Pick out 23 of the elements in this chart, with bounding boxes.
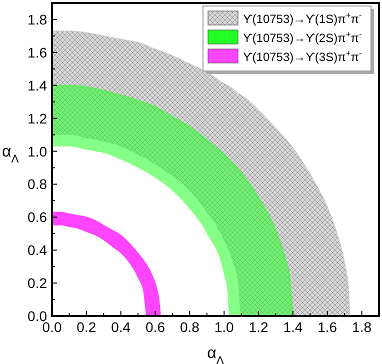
- y-tick-label: 1.6: [28, 44, 48, 60]
- x-tick-label: 1.6: [318, 319, 338, 335]
- x-tick-label: 1.4: [283, 319, 303, 335]
- y-tick-label: 0.4: [28, 242, 48, 258]
- y-axis-title: α$_{Λ}$: [2, 143, 20, 166]
- x-tick-label: 0.4: [111, 319, 131, 335]
- legend-label: ϒ(10753)→ϒ(2S)π$^{+}$π$^{-}$: [243, 29, 362, 45]
- y-tick-label: 1.8: [28, 11, 48, 28]
- y-tick-label: 1.0: [28, 143, 48, 160]
- x-axis-title: α$_{Λ}$: [207, 345, 224, 364]
- x-tick-label: 1.2: [248, 319, 268, 335]
- y-tick-label: 0.8: [28, 176, 48, 192]
- legend-label: ϒ(10753)→ϒ(3S)π$^{+}$π$^{-}$: [243, 48, 362, 64]
- legend-label: ϒ(10753)→ϒ(1S)π$^{+}$π$^{-}$: [243, 10, 362, 26]
- x-tick-label: 1.8: [352, 319, 372, 335]
- y-tick-label: 0.2: [28, 275, 48, 292]
- y-tick-label: 1.2: [28, 110, 48, 126]
- x-tick-label: 0.8: [180, 319, 200, 335]
- y-tick-label: 1.4: [28, 77, 48, 94]
- y-tick-label: 0.6: [28, 209, 48, 226]
- x-tick-label: 0.2: [76, 319, 96, 335]
- x-tick-label: 1.0: [214, 319, 234, 335]
- x-tick-label: 0.6: [146, 319, 166, 335]
